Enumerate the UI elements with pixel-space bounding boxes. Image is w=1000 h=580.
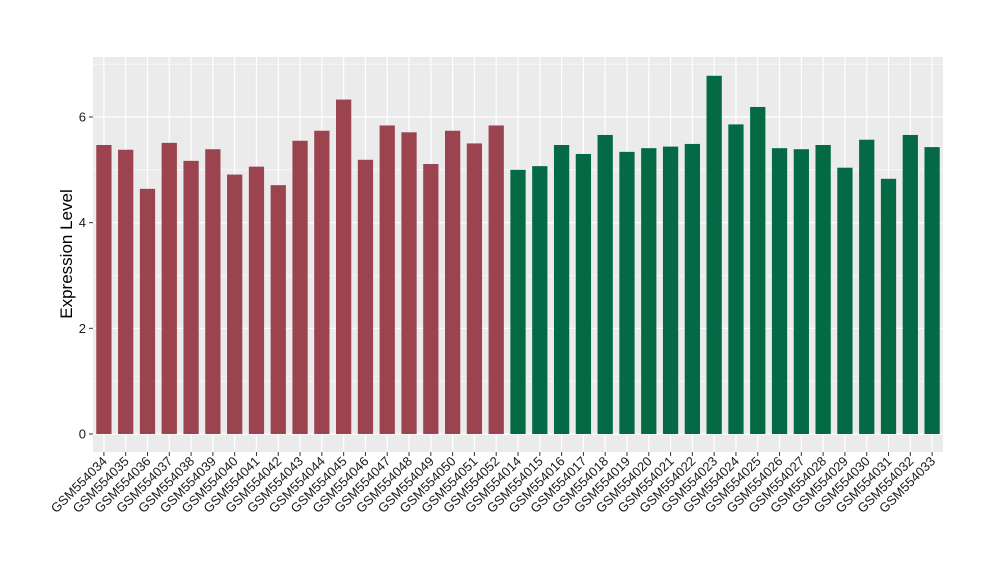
y-tick-label: 4	[79, 215, 86, 230]
bar-GSM554023	[706, 75, 722, 434]
bar-GSM554016	[553, 145, 570, 434]
bar-GSM554052	[488, 125, 504, 434]
bar-GSM554043	[292, 140, 308, 434]
bar-GSM554017	[575, 153, 592, 435]
bar-GSM554034	[96, 145, 112, 434]
bar-GSM554015	[532, 166, 548, 434]
bars	[96, 75, 940, 435]
bar-GSM554019	[619, 151, 635, 434]
bar-GSM554024	[728, 124, 744, 435]
x-axis: GSM554034GSM554035GSM554036GSM554037GSM5…	[48, 452, 938, 516]
bar-GSM554028	[815, 145, 831, 434]
bar-GSM554025	[750, 106, 766, 435]
y-tick-label: 0	[79, 427, 86, 442]
bar-GSM554049	[423, 164, 439, 434]
bar-GSM554047	[379, 125, 395, 434]
bar-GSM554046	[357, 159, 374, 435]
bar-GSM554022	[684, 143, 700, 434]
bar-GSM554032	[902, 134, 918, 434]
bar-GSM554018	[597, 134, 613, 434]
bar-GSM554037	[161, 142, 177, 434]
bar-GSM554014	[510, 169, 526, 434]
bar-GSM554050	[444, 130, 461, 435]
y-axis-title: Expression Level	[57, 189, 76, 318]
bar-GSM554042	[270, 185, 286, 434]
bar-GSM554045	[336, 99, 352, 434]
bar-GSM554020	[641, 148, 657, 435]
bar-GSM554044	[314, 130, 330, 435]
bar-GSM554039	[205, 149, 221, 435]
bar-GSM554041	[248, 166, 265, 434]
bar-GSM554048	[401, 132, 417, 434]
bar-GSM554031	[880, 178, 897, 434]
bar-GSM554027	[793, 149, 809, 435]
bar-GSM554033	[924, 147, 940, 434]
y-tick-label: 2	[79, 321, 86, 336]
bar-GSM554051	[466, 143, 483, 435]
bar-GSM554021	[662, 146, 679, 434]
bar-GSM554029	[837, 167, 853, 434]
bar-GSM554035	[118, 149, 134, 434]
bar-GSM554030	[859, 139, 875, 434]
y-axis: 0 2 4 6	[79, 110, 93, 442]
bar-GSM554036	[139, 188, 156, 434]
bar-GSM554026	[771, 148, 788, 435]
bar-GSM554038	[183, 160, 199, 434]
bar-GSM554040	[227, 174, 243, 434]
y-tick-label: 6	[79, 110, 86, 125]
